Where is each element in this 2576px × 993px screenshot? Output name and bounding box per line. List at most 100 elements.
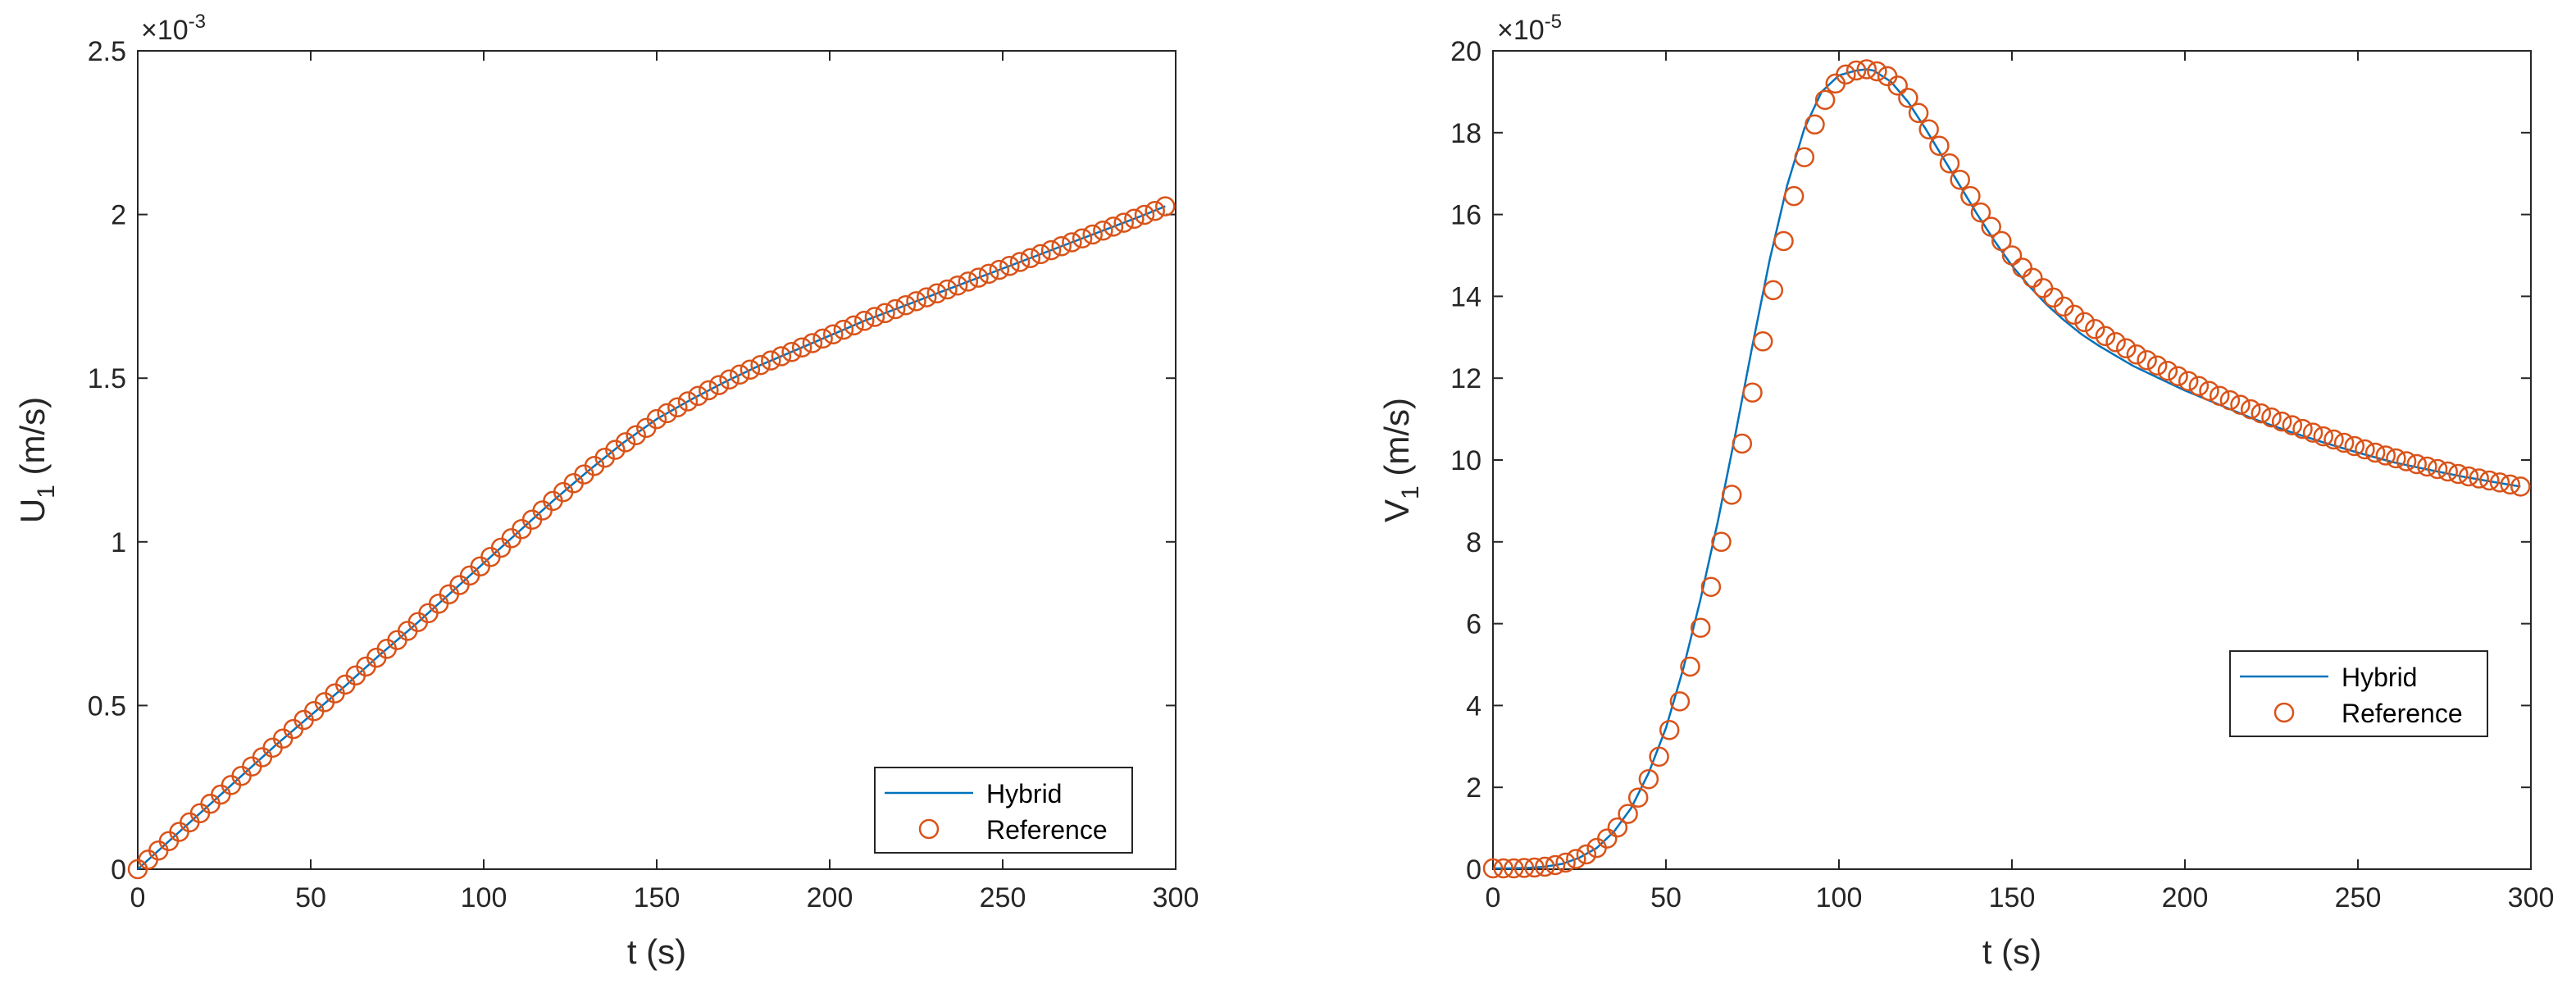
reference-marker [1805, 114, 1825, 135]
reference-marker [947, 275, 968, 296]
reference-marker [2344, 435, 2365, 457]
reference-marker [2510, 476, 2531, 497]
reference-marker [1763, 280, 1784, 301]
reference-marker [1898, 88, 1918, 108]
reference-marker [2023, 267, 2043, 289]
y-axis-label-unit: (m/s) [13, 397, 52, 485]
reference-marker [730, 364, 750, 385]
reference-marker [1721, 485, 1742, 505]
reference-marker [2292, 418, 2313, 440]
reference-marker [708, 375, 730, 395]
reference-marker [1773, 230, 1794, 252]
reference-marker [885, 298, 906, 320]
reference-marker [1040, 239, 1062, 261]
reference-marker [844, 315, 864, 336]
reference-marker [791, 337, 812, 358]
chart-v1: 0 50 100 150 200 250 300 0 2 4 6 8 10 12 14 16 18 20 ×10… [1377, 11, 2554, 971]
x-tick-label: 200 [2162, 882, 2209, 913]
reference-marker [1929, 135, 1950, 157]
reference-marker [615, 432, 636, 453]
reference-marker [895, 294, 917, 316]
reference-marker [1700, 576, 1722, 597]
reference-marker [812, 328, 833, 349]
reference-series [1482, 59, 2531, 879]
reference-marker [740, 359, 761, 380]
reference-marker [989, 259, 1010, 280]
reference-marker [968, 267, 989, 288]
reference-series [127, 196, 1176, 880]
reference-marker [2271, 411, 2292, 432]
reference-marker [937, 279, 958, 300]
y-tick-label: 16 [1450, 200, 1481, 231]
reference-marker [667, 397, 688, 417]
reference-marker [822, 324, 844, 344]
reference-marker [875, 303, 895, 324]
y-tick-label: 12 [1450, 363, 1481, 394]
reference-marker [999, 256, 1020, 276]
reference-marker [833, 319, 854, 340]
reference-marker [2469, 468, 2489, 489]
y-tick-label: 0 [1466, 854, 1481, 886]
reference-marker [926, 283, 948, 304]
exponent-power: -5 [1545, 11, 1562, 33]
reference-marker [853, 311, 875, 331]
y-tick-label: 10 [1450, 445, 1481, 476]
reference-marker [1020, 248, 1041, 268]
reference-marker [1504, 858, 1524, 879]
y-tick-label: 6 [1466, 609, 1481, 640]
x-axis-label: t (s) [627, 932, 686, 971]
y-axis-label-unit: (m/s) [1377, 398, 1416, 485]
reference-marker [2064, 304, 2085, 326]
y-tick-label: 2.5 [88, 36, 126, 67]
reference-marker [2406, 453, 2427, 475]
reference-marker [2230, 394, 2251, 415]
reference-marker [1482, 858, 1504, 879]
reference-marker [1607, 817, 1628, 838]
legend-box [874, 767, 1133, 854]
reference-marker [1981, 216, 2001, 237]
reference-marker [1742, 382, 1763, 403]
reference-marker [1649, 746, 1669, 768]
reference-marker [2126, 344, 2147, 365]
reference-marker [2479, 470, 2500, 491]
y-axis-label-subscript: 1 [33, 485, 60, 499]
y-tick-label: 8 [1466, 527, 1481, 558]
reference-marker [761, 350, 781, 371]
reference-marker [1566, 849, 1586, 869]
reference-marker [1103, 216, 1124, 237]
reference-marker [2386, 448, 2406, 469]
reference-marker [1009, 252, 1031, 272]
y-tick-label: 0 [111, 854, 126, 886]
x-tick-label: 300 [1153, 882, 1199, 913]
reference-marker [1970, 202, 1991, 223]
legend: Hybrid Reference [874, 767, 1133, 854]
reference-marker [1783, 185, 1805, 207]
reference-marker [2458, 466, 2479, 487]
legend-reference-label: Reference [986, 815, 1108, 845]
x-axis-label: t (s) [1982, 932, 2041, 971]
x-tick-label: 300 [2508, 882, 2555, 913]
y-tick-label: 2 [1466, 772, 1481, 804]
reference-marker [916, 287, 937, 307]
reference-marker [1732, 433, 1753, 454]
x-tick-label: 200 [807, 882, 853, 913]
reference-marker [1638, 768, 1659, 790]
reference-marker [677, 391, 699, 412]
reference-marker [2364, 442, 2386, 463]
reference-marker [1690, 617, 1711, 638]
y-tick-label: 2 [111, 200, 126, 231]
reference-marker [2178, 371, 2199, 391]
reference-marker [1093, 220, 1113, 241]
reference-marker [2188, 376, 2210, 396]
reference-marker [1524, 857, 1545, 878]
reference-marker [1513, 858, 1535, 878]
exponent-power: -3 [189, 11, 206, 33]
reference-marker [1867, 61, 1887, 82]
reference-marker [2001, 245, 2023, 266]
hybrid-series [1493, 68, 2521, 870]
reference-marker [1856, 59, 1877, 80]
reference-marker [958, 271, 979, 292]
reference-marker [2199, 380, 2219, 401]
reference-marker [781, 342, 802, 362]
